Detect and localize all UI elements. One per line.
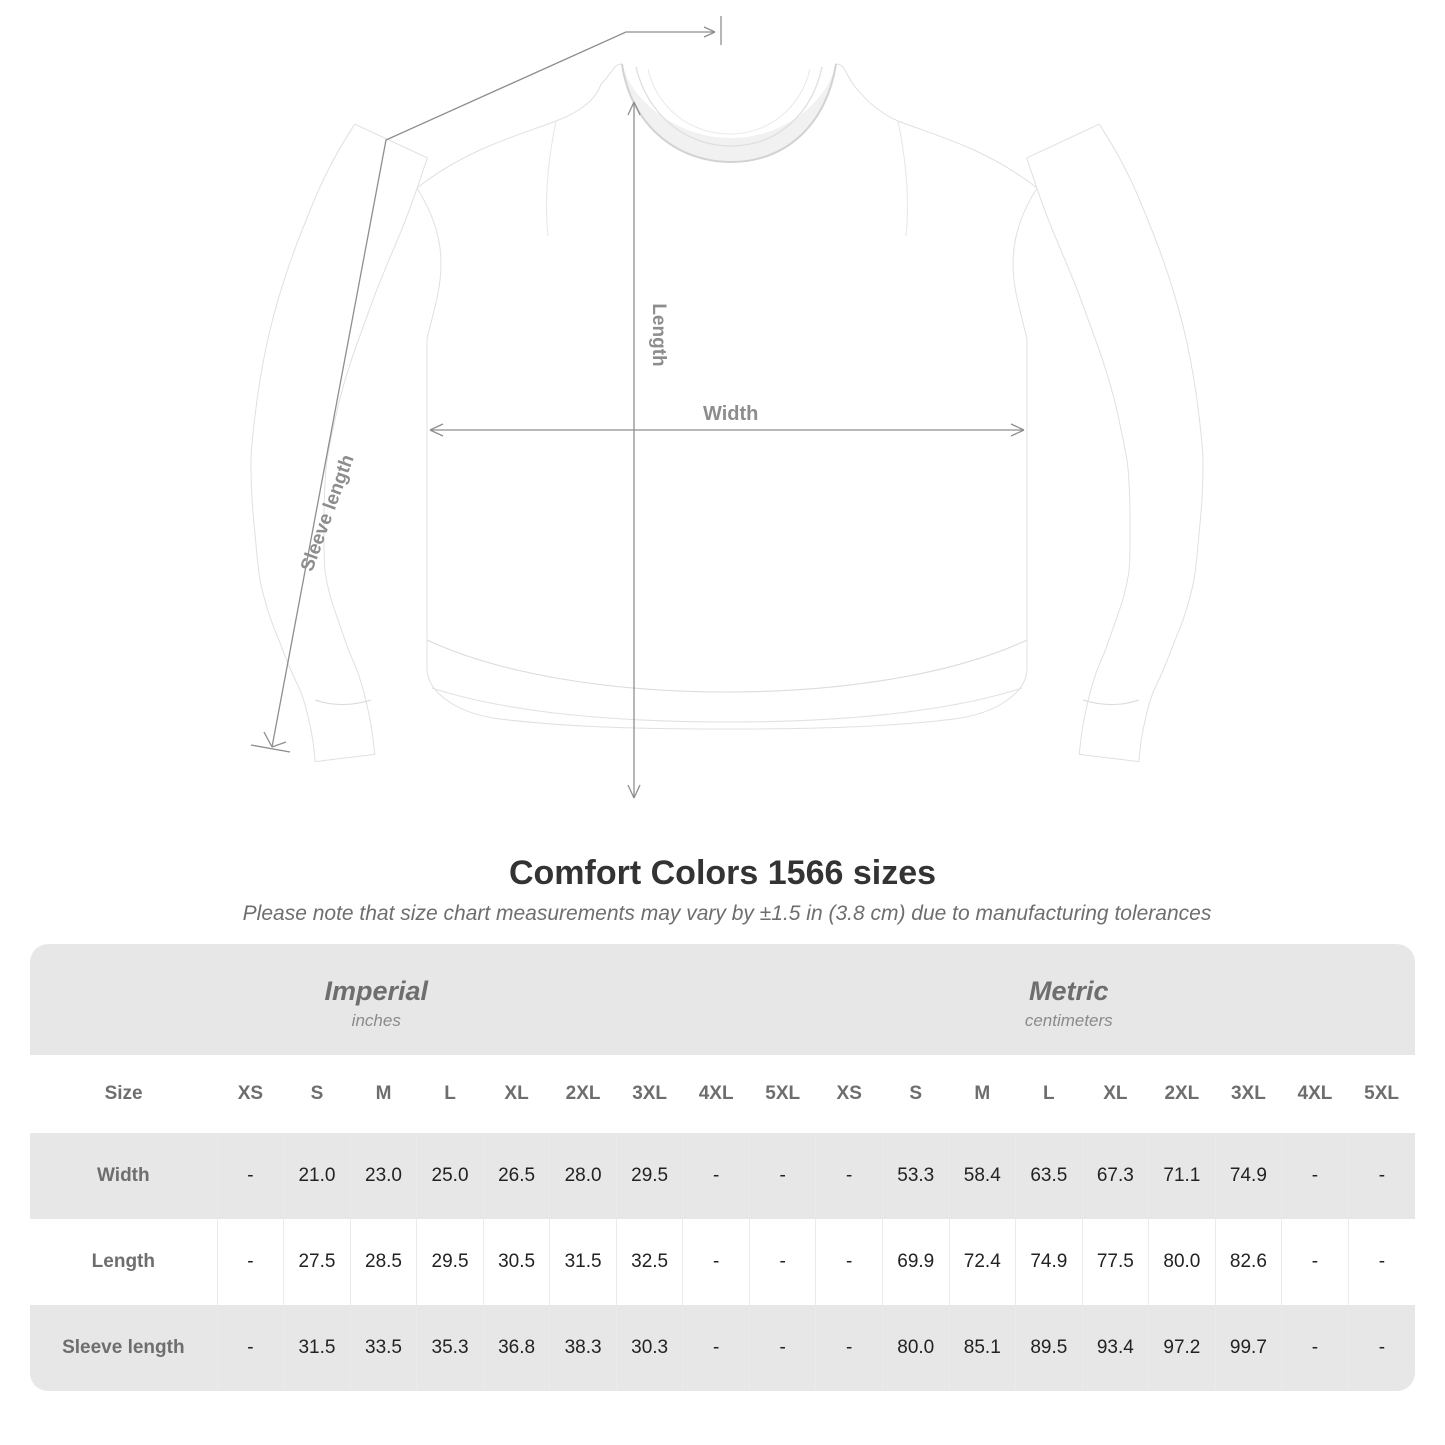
svg-text:Length: Length xyxy=(648,303,669,366)
svg-text:Please note that size chart me: Please note that size chart measurements… xyxy=(243,902,1212,925)
svg-text:Width: Width xyxy=(703,403,758,425)
svg-text:Comfort Colors 1566 sizes: Comfort Colors 1566 sizes xyxy=(509,854,936,892)
